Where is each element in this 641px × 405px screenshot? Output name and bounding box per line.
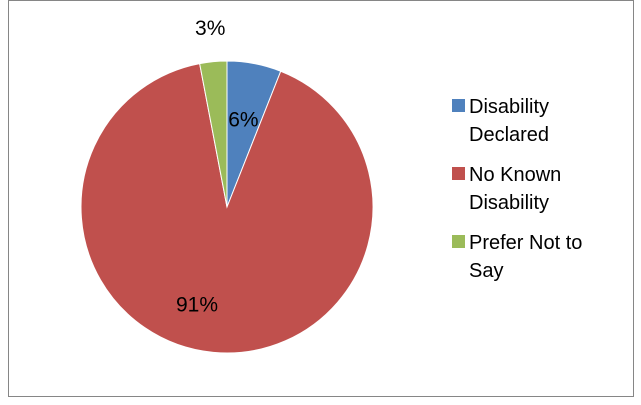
data-label-disability-declared: 6% — [228, 108, 258, 131]
legend-item-disability-declared: Disability Declared — [452, 93, 632, 149]
data-label-prefer-not-to-say: 3% — [195, 17, 225, 40]
data-label-no-known-disability: 91% — [176, 294, 218, 317]
pie-slice-no-known-disability — [80, 62, 374, 354]
pie-chart: 6% 91% 3% — [80, 17, 374, 354]
legend-label-prefer-not-to-say: Prefer Not to Say — [469, 232, 583, 282]
legend-swatch-no-known-disability — [452, 167, 465, 180]
legend-label-disability-declared: Disability Declared — [469, 96, 550, 146]
legend-swatch-prefer-not-to-say — [452, 235, 465, 248]
legend-swatch-disability-declared — [452, 99, 465, 112]
chart-frame: 6% 91% 3% Disability Declared No Known Dis… — [8, 0, 634, 397]
legend-label-no-known-disability: No Known Disability — [469, 164, 562, 214]
legend-item-no-known-disability: No Known Disability — [452, 161, 632, 217]
chart-legend: Disability Declared No Known Disability … — [452, 93, 632, 297]
pie-slice-prefer-not-to-say — [199, 60, 228, 208]
legend-item-prefer-not-to-say: Prefer Not to Say — [452, 229, 632, 285]
